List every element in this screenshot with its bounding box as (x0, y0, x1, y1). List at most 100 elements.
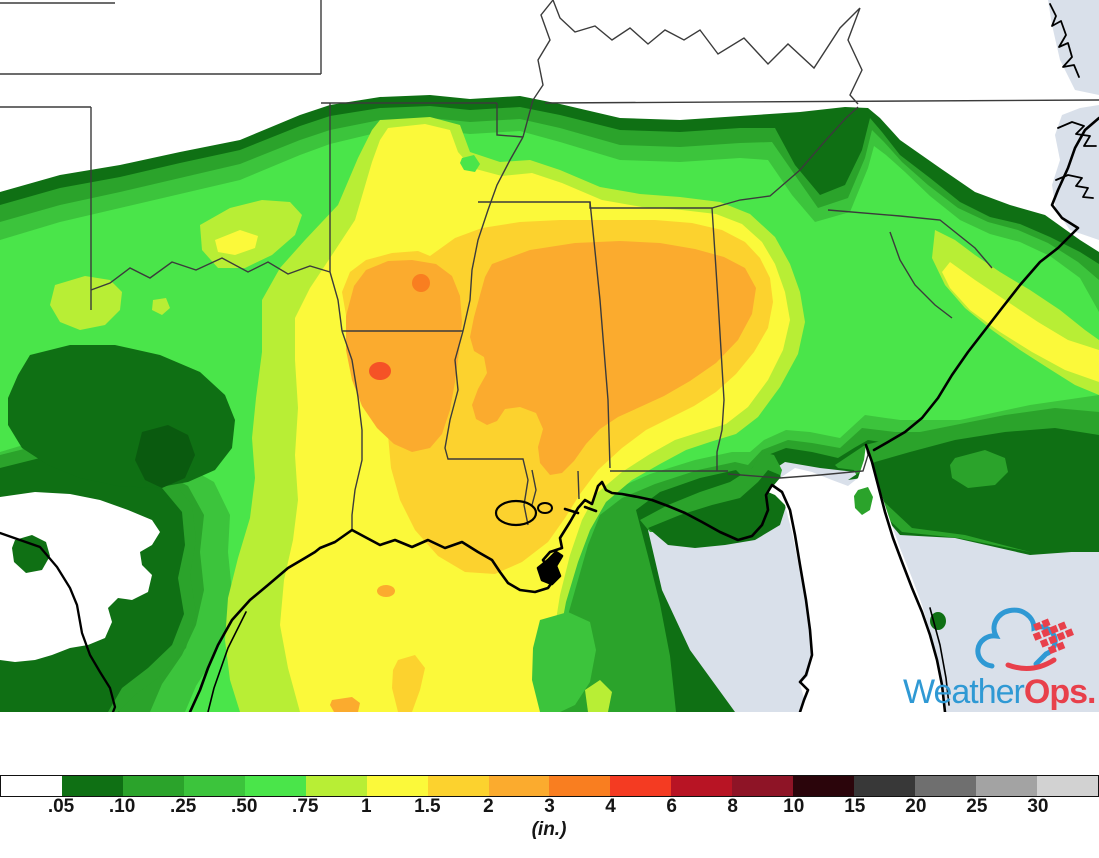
legend-color-segment (854, 776, 916, 796)
chartreuse-patch-west-tx (50, 276, 122, 330)
chesapeake-water (1048, 0, 1099, 95)
precip-legend-unit-label: (in.) (531, 819, 567, 840)
legend-tick-label: .75 (292, 796, 319, 817)
legend-color-segment (366, 776, 428, 796)
legend-tick-label: .05 (47, 796, 75, 817)
chartreuse-dot-west-tx (152, 298, 170, 315)
border-tn-nc (711, 106, 859, 209)
legend-tick-label: 1.5 (414, 796, 441, 817)
border-nc-sc (827, 209, 993, 269)
border-mo-ar-bootheel (321, 0, 554, 138)
legend-color-segment (1, 776, 62, 796)
atlantic-coast (872, 116, 1099, 452)
border-tx-la-sabine (341, 330, 363, 530)
albemarle-sound-lines (1055, 121, 1097, 199)
orange-dot-coastal-la (377, 585, 395, 597)
cloud-icon (975, 607, 1058, 669)
legend-tick-label: 15 (844, 796, 866, 817)
legend-tick-label: 30 (1027, 796, 1049, 817)
legend-tick-label: 3 (544, 796, 555, 817)
gulf-coast (188, 480, 814, 712)
barrier-island-dashes (563, 505, 598, 515)
chesapeake-estuary-lines (1049, 3, 1080, 78)
legend-color-segment (671, 776, 733, 796)
legend-color-segment (549, 776, 611, 796)
border-ks-ok-mo (0, 0, 322, 75)
texas-barrier-islands (207, 611, 247, 712)
legend-color-segment (976, 776, 1037, 796)
dark-green-blob-in-white (12, 535, 50, 573)
mississippi-delta (536, 550, 564, 586)
legend-tick-label: 25 (966, 796, 988, 817)
logo-text-weather: Weather (903, 673, 1025, 711)
legend-tick-label: 4 (605, 796, 616, 817)
legend-tick-label: 1 (361, 796, 372, 817)
border-tx-nm (0, 106, 92, 310)
border-ga-sc (889, 231, 953, 319)
legend-color-segment (183, 776, 245, 796)
legend-color-segment (122, 776, 184, 796)
logo-text-ops: Ops (1024, 673, 1087, 711)
border-ok-ar (329, 103, 343, 332)
precip-legend-tick-labels: .05 .10 .25 .50 .75 1 1.5 2 3 4 6 8 10 15 20 25 30 (0, 796, 1099, 820)
canaveral-barrier (929, 607, 950, 706)
contour-fills (0, 95, 1099, 712)
hot-spot-southeast-arkansas (412, 274, 430, 292)
orange-blob-gulf-bottom (330, 697, 360, 712)
legend-color-segment (732, 776, 794, 796)
green-strip-panhandle (640, 452, 782, 532)
legend-color-segment (61, 776, 123, 796)
border-tn-ky-va-nc (544, 99, 1099, 104)
border-ms-al (577, 201, 611, 500)
chartreuse-sliver-gulf (585, 680, 612, 712)
medium-green-blob-gulf (532, 612, 596, 712)
florida-east-coast (864, 443, 947, 712)
border-mississippi-river-north (462, 136, 524, 332)
yellow-tongue-sc-coast (942, 262, 1099, 382)
legend-tick-label: .10 (108, 796, 136, 817)
green-dot-north-florida (854, 487, 873, 515)
logo-red-swoosh (1005, 657, 1057, 672)
border-ky-wv-va-rivers (552, 0, 863, 105)
dark-green-tendril-big-bend (648, 470, 788, 548)
border-la-ms (444, 330, 537, 526)
hot-spot-northeast-louisiana (369, 362, 391, 380)
border-al-ga (711, 207, 725, 471)
green-hole-in-georgia-mass (950, 450, 1008, 488)
coastlines (0, 3, 1099, 712)
legend-tick-label: .50 (231, 796, 258, 817)
legend-tick-label: 20 (905, 796, 927, 817)
precipitation-map: WeatherOps. (0, 0, 1099, 712)
white-minimum-south-texas (0, 492, 160, 662)
bright-green-hole-bootheel (460, 155, 480, 172)
logo-text: WeatherOps. (903, 673, 1095, 711)
legend-color-segment (793, 776, 855, 796)
legend-tick-label: 10 (783, 796, 805, 817)
legend-color-segment (610, 776, 672, 796)
lake-maurepas (537, 502, 553, 514)
legend-color-segment (915, 776, 976, 796)
legend-color-segment (488, 776, 550, 796)
lake-pontchartrain (494, 499, 538, 527)
logo-period: . (1087, 673, 1095, 711)
rio-grande (0, 531, 117, 712)
sounds-water (1052, 105, 1099, 240)
border-red-river (90, 257, 331, 291)
legend-color-segment (244, 776, 306, 796)
legend-tick-label: 8 (727, 796, 738, 817)
legend-tick-label: 2 (483, 796, 494, 817)
legend-tick-label: 6 (666, 796, 677, 817)
precip-legend-colorbar (0, 775, 1099, 797)
orange-lobe-ar-la (346, 260, 462, 452)
darkest-core-central-texas (135, 425, 195, 488)
orange-lobe-ms-al-ga (470, 241, 756, 475)
legend-tick-label: .25 (169, 796, 197, 817)
dark-green-mass-georgia (848, 428, 1099, 552)
state-borders (0, 0, 1099, 530)
legend-color-segment (1036, 776, 1098, 796)
legend-color-segment (305, 776, 367, 796)
legend-color-segment (427, 776, 489, 796)
yellow-core-ne-tx (215, 230, 258, 255)
logo-pixel-flag-icon (1032, 618, 1074, 655)
